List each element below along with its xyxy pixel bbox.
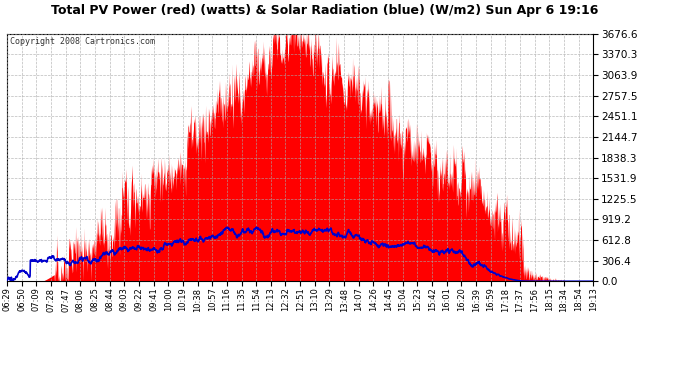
Text: Total PV Power (red) (watts) & Solar Radiation (blue) (W/m2) Sun Apr 6 19:16: Total PV Power (red) (watts) & Solar Rad… xyxy=(50,4,598,17)
Text: Copyright 2008 Cartronics.com: Copyright 2008 Cartronics.com xyxy=(10,38,155,46)
